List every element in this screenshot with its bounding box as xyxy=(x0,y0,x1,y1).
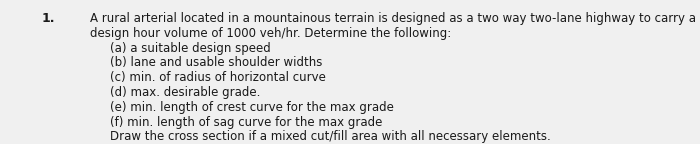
Text: A rural arterial located in a mountainous terrain is designed as a two way two-l: A rural arterial located in a mountainou… xyxy=(90,12,696,25)
Text: (d) max. desirable grade.: (d) max. desirable grade. xyxy=(110,86,260,99)
Text: (e) min. length of crest curve for the max grade: (e) min. length of crest curve for the m… xyxy=(110,101,394,114)
Text: (b) lane and usable shoulder widths: (b) lane and usable shoulder widths xyxy=(110,56,323,69)
Text: Draw the cross section if a mixed cut/fill area with all necessary elements.: Draw the cross section if a mixed cut/fi… xyxy=(110,130,551,143)
Text: design hour volume of 1000 veh/hr. Determine the following:: design hour volume of 1000 veh/hr. Deter… xyxy=(90,27,452,40)
Text: (a) a suitable design speed: (a) a suitable design speed xyxy=(110,42,271,55)
Text: (f) min. length of sag curve for the max grade: (f) min. length of sag curve for the max… xyxy=(110,116,382,129)
Text: 1.: 1. xyxy=(41,12,55,25)
Text: (c) min. of radius of horizontal curve: (c) min. of radius of horizontal curve xyxy=(110,71,326,84)
